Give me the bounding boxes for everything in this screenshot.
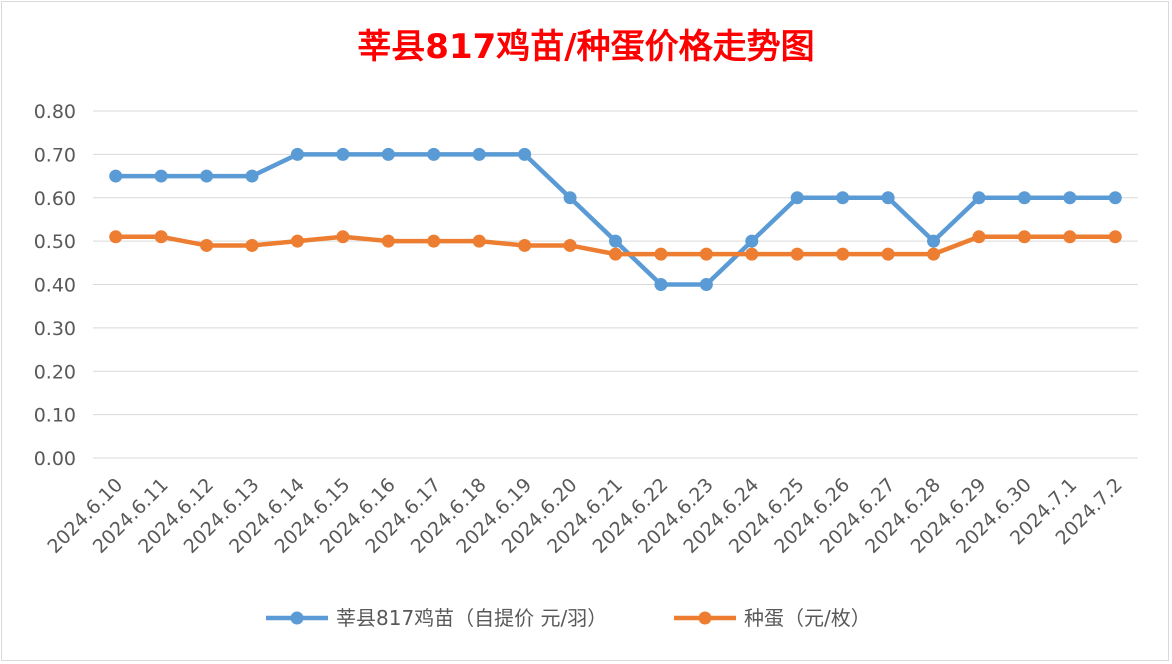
data-point [518, 147, 532, 161]
data-point [336, 230, 350, 244]
series-2 [109, 230, 1122, 261]
legend-label: 种蛋（元/枚） [744, 606, 871, 630]
data-point [381, 147, 395, 161]
gridlines [93, 110, 1138, 459]
legend: 莘县817鸡苗（自提价 元/羽） 种蛋（元/枚） [266, 606, 871, 630]
y-tick-label: 0.80 [34, 101, 76, 123]
data-point [336, 147, 350, 161]
y-tick-label: 0.20 [34, 361, 76, 383]
series-line [115, 152, 1116, 287]
data-point [972, 230, 986, 244]
data-point [745, 234, 759, 248]
data-point [109, 230, 123, 244]
data-point [200, 169, 214, 183]
data-point [836, 247, 850, 261]
data-point [154, 230, 168, 244]
data-point [609, 234, 622, 248]
data-point [290, 147, 304, 161]
legend-label: 莘县817鸡苗（自提价 元/羽） [336, 606, 607, 630]
data-point [518, 238, 532, 252]
data-point [427, 147, 441, 161]
legend-marker [698, 611, 712, 625]
data-point [699, 247, 713, 261]
data-point [790, 191, 804, 205]
y-tick-label: 0.30 [34, 318, 76, 340]
data-point [881, 191, 895, 205]
data-point [1063, 230, 1077, 244]
data-point [1108, 191, 1122, 205]
y-tick-label: 0.40 [34, 275, 76, 297]
data-point [927, 247, 941, 261]
y-tick-label: 0.70 [34, 144, 76, 166]
data-point [154, 169, 168, 183]
data-point [972, 191, 986, 205]
legend-item: 种蛋（元/枚） [674, 606, 871, 630]
data-point [654, 247, 668, 261]
legend-item: 莘县817鸡苗（自提价 元/羽） [266, 606, 607, 630]
series-lines [109, 147, 1122, 291]
data-point [881, 247, 895, 261]
data-point [1017, 191, 1031, 205]
data-point [109, 169, 123, 183]
y-tick-label: 0.50 [34, 231, 76, 253]
y-tick-label: 0.60 [34, 188, 76, 210]
data-point [836, 191, 850, 205]
data-point [563, 238, 577, 252]
data-point [790, 247, 804, 261]
data-point [1063, 191, 1077, 205]
data-point [1108, 230, 1122, 244]
data-point [1017, 230, 1031, 244]
data-point [699, 278, 713, 291]
data-point [245, 238, 259, 252]
data-point [427, 234, 441, 248]
chart-title: 莘县817鸡苗/种蛋价格走势图 [357, 27, 814, 67]
data-point [654, 278, 668, 291]
data-point [472, 234, 486, 248]
y-tick-label: 0.00 [34, 448, 76, 470]
y-tick-label: 0.10 [34, 405, 76, 427]
series-1 [109, 147, 1122, 291]
data-point [472, 147, 486, 161]
data-point [200, 238, 214, 252]
data-point [745, 247, 759, 261]
y-axis-tick-labels: 0.00 0.10 0.20 0.30 0.40 0.50 0.60 0.70 0.80 [34, 101, 76, 470]
data-point [381, 234, 395, 248]
data-point [609, 247, 622, 261]
data-point [290, 234, 304, 248]
data-point [927, 234, 941, 248]
x-axis-tick-labels: 2024.6.102024.6.112024.6.122024.6.132024… [43, 474, 1127, 558]
data-point [245, 169, 259, 183]
legend-marker [290, 611, 304, 625]
data-point [563, 191, 577, 205]
